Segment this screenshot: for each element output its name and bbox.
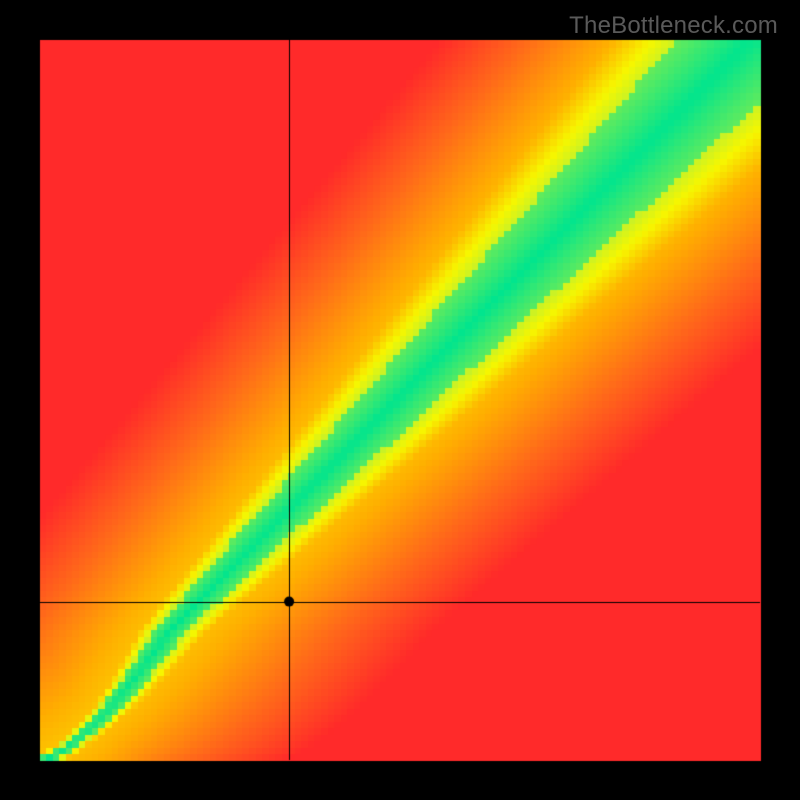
attribution-text: TheBottleneck.com <box>569 12 778 40</box>
chart-container: { "attribution": { "text": "TheBottlenec… <box>0 0 800 800</box>
bottleneck-heatmap <box>0 0 800 800</box>
